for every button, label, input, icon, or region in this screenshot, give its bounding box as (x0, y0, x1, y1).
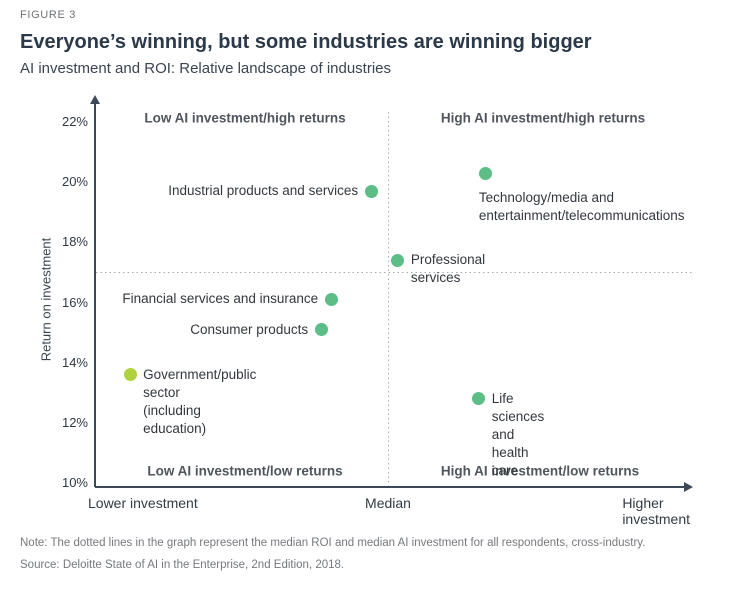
data-point-dot (472, 392, 486, 406)
y-axis-tick-label: 12% (61, 414, 88, 430)
y-axis-tick-label: 22% (61, 114, 88, 129)
quadrant-label-bottom-right: High AI investment/low returns (440, 463, 640, 479)
median-investment-dotted-line (388, 112, 389, 486)
source-text: Source: Deloitte State of AI in the Ente… (20, 559, 345, 571)
x-axis-label-median: Median (365, 495, 411, 511)
data-point-label: Professional services (410, 252, 486, 286)
data-point-label: Technology/media and entertainment/telec… (478, 190, 685, 224)
page-title: Everyone’s winning, but some industries … (20, 31, 592, 53)
y-axis-tick-label: 18% (61, 234, 88, 250)
data-point-label: Industrial products and services (168, 183, 359, 199)
x-axis (95, 486, 685, 488)
quadrant-label-top-right: High AI investment/high returns (440, 110, 646, 126)
y-axis-tick-label: 14% (61, 354, 88, 370)
y-axis-tick-label: 10% (61, 475, 88, 490)
x-axis-label-lower: Lower investment (88, 495, 198, 511)
page-subtitle: AI investment and ROI: Relative landscap… (20, 60, 392, 77)
x-axis-arrow-icon (684, 482, 693, 492)
note-text: Note: The dotted lines in the graph repr… (20, 537, 646, 549)
data-point-label: Consumer products (190, 321, 309, 337)
data-point-dot (479, 166, 493, 180)
x-axis-label-higher: Higher investment (622, 495, 691, 527)
quadrant-label-bottom-left: Low AI investment/low returns (147, 463, 343, 479)
data-point-label: Government/public sector (including educ… (143, 366, 257, 436)
data-point-dot (391, 253, 405, 267)
y-axis-tick-label: 20% (61, 174, 88, 190)
y-axis-tick-label: 16% (61, 294, 88, 310)
quadrant-label-top-left: Low AI investment/high returns (144, 110, 346, 126)
y-axis (94, 103, 96, 487)
data-point-dot (314, 323, 328, 337)
data-point-label: Life sciences and health care (491, 390, 545, 478)
data-point-dot (324, 292, 338, 306)
y-axis-arrow-icon (90, 95, 100, 104)
data-point-label: Financial services and insurance (122, 291, 319, 307)
figure-label: FIGURE 3 (20, 9, 77, 21)
data-point-dot (123, 368, 137, 382)
data-point-dot (364, 184, 378, 198)
median-roi-dotted-line (96, 272, 692, 273)
